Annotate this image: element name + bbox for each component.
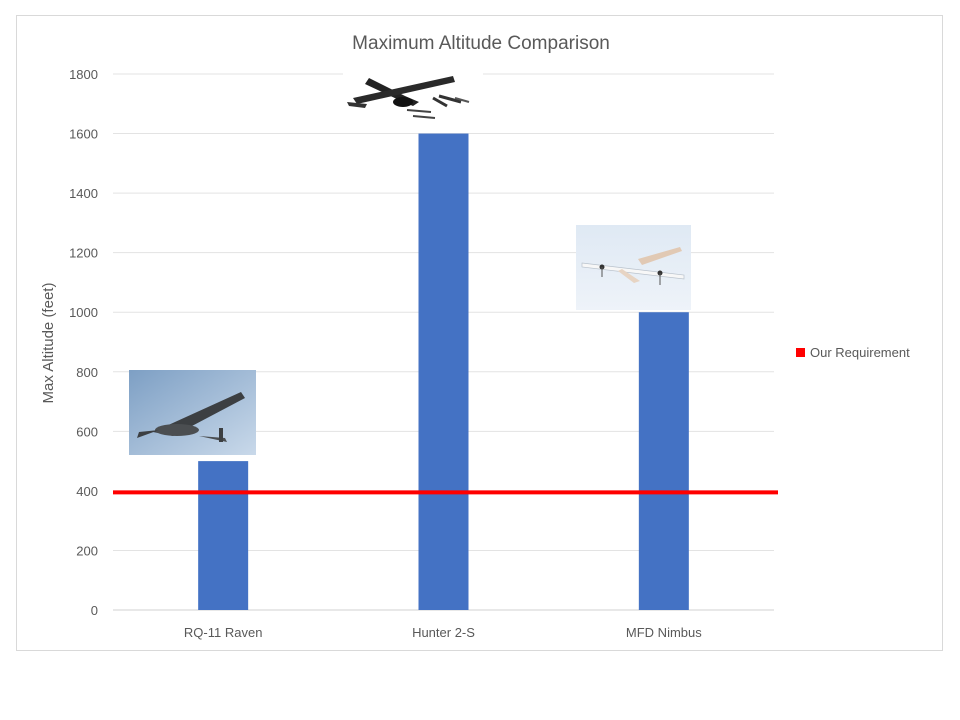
x-axis-ticks: RQ-11 Raven Hunter 2-S MFD Nimbus (184, 625, 702, 640)
y-tick-label: 800 (76, 365, 98, 380)
bar-hunter-2-s (418, 133, 469, 611)
legend-swatch-requirement (796, 348, 805, 357)
y-axis-label: Max Altitude (feet) (40, 283, 57, 404)
y-tick-label: 200 (76, 543, 98, 558)
y-tick-label: 600 (76, 424, 98, 439)
bar-rq-11-raven (198, 461, 249, 610)
bars (198, 133, 689, 611)
hunter-photo (343, 68, 483, 126)
x-tick-label: RQ-11 Raven (184, 625, 263, 640)
y-tick-label: 0 (91, 603, 98, 618)
y-tick-label: 1200 (69, 246, 98, 261)
chart-area: Maximum Altitude Comparison 0 200 400 600 80… (16, 15, 943, 651)
x-tick-label: MFD Nimbus (626, 625, 702, 640)
y-axis-ticks: 0 200 400 600 800 1000 1200 1400 1600 1800 (69, 67, 98, 618)
y-tick-label: 400 (76, 484, 98, 499)
bar-chart: Maximum Altitude Comparison 0 200 400 600 80… (40, 33, 910, 640)
x-tick-label: Hunter 2-S (412, 625, 475, 640)
nimbus-photo (576, 225, 691, 310)
chart-title: Maximum Altitude Comparison (352, 33, 610, 54)
bar-mfd-nimbus (638, 312, 689, 610)
y-tick-label: 1800 (69, 67, 98, 82)
y-tick-label: 1400 (69, 186, 98, 201)
y-tick-label: 1000 (69, 305, 98, 320)
legend: Our Requirement (796, 345, 910, 360)
y-tick-label: 1600 (69, 127, 98, 142)
raven-photo (129, 370, 256, 455)
legend-label-requirement: Our Requirement (810, 345, 910, 360)
